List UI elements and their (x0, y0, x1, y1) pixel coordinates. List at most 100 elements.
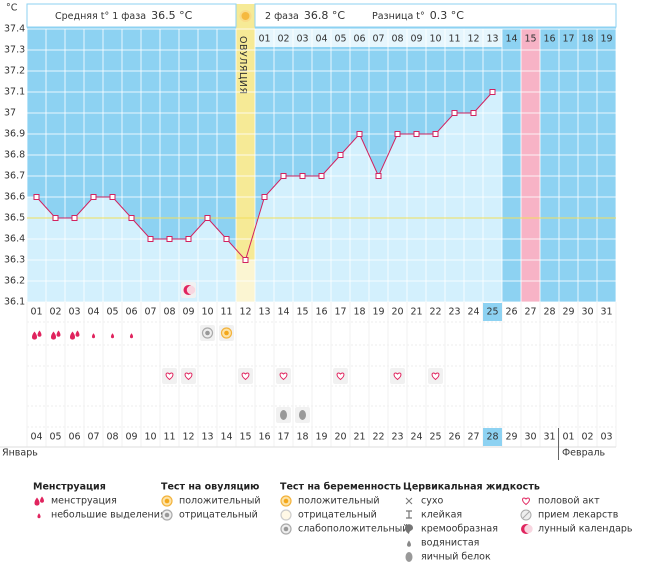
date-label: 26 (448, 432, 460, 443)
date-label: 07 (87, 432, 99, 443)
x-tick-label: 04 (87, 307, 99, 318)
x-tick-label: 21 (410, 307, 422, 318)
date-label: 04 (30, 432, 42, 443)
date-label: 06 (68, 432, 80, 443)
phase2-day-label: 12 (467, 34, 479, 45)
date-label: 13 (201, 432, 213, 443)
temperature-point (356, 131, 363, 137)
legend-icon (405, 524, 413, 534)
legend-icon (37, 513, 41, 519)
x-tick-label: 24 (467, 307, 479, 318)
test-core (205, 330, 210, 336)
legend-item: положительный (298, 496, 380, 507)
creamy (405, 524, 413, 534)
date-label: 10 (144, 432, 156, 443)
temperature-point (451, 110, 458, 116)
temperature-point (375, 173, 382, 179)
x-tick-label: 05 (106, 307, 118, 318)
legend-icon (280, 523, 292, 535)
phase2-day-label: 09 (410, 34, 422, 45)
ovulation-icon (239, 10, 252, 22)
difference-label: Разница t° (372, 11, 425, 22)
phase2-day-label: 14 (505, 34, 517, 45)
phase2-day-label: 06 (353, 34, 365, 45)
ovulation-label: ОВУЛЯЦИЯ (237, 36, 248, 95)
legend-icon (34, 496, 44, 506)
x-tick-label: 29 (562, 307, 574, 318)
difference-value: 0.3 °C (430, 9, 464, 22)
x-tick-label: 19 (372, 307, 384, 318)
temperature-point (71, 215, 78, 221)
legend-title: Тест на беременность (280, 482, 401, 493)
legend-icon (161, 509, 173, 521)
temperature-point (318, 173, 325, 179)
date-label: 31 (543, 432, 555, 443)
date-label: 15 (239, 432, 251, 443)
temperature-point (299, 173, 306, 179)
event-intercourse (279, 372, 288, 381)
temperature-point (470, 110, 477, 116)
phase2-day-label: 17 (562, 34, 574, 45)
phase2-day-label: 08 (391, 34, 403, 45)
legend-icon (280, 495, 292, 507)
phase2-day-label: 19 (600, 34, 612, 45)
date-label: 21 (353, 432, 365, 443)
y-tick-label: 37.2 (4, 66, 25, 77)
legend-item: клейкая (421, 510, 462, 521)
x-tick-label: 01 (30, 307, 42, 318)
y-tick-label: 36.1 (4, 297, 25, 308)
x-tick-label: 02 (49, 307, 61, 318)
temperature-point (185, 236, 192, 242)
legend-item: половой акт (538, 496, 600, 507)
event-ovulation-test-positive (220, 327, 233, 339)
date-label: 12 (182, 432, 194, 443)
temperature-point (432, 131, 439, 137)
y-tick-label: 36.2 (4, 276, 25, 287)
x-tick-label: 06 (125, 307, 137, 318)
date-label: 09 (125, 432, 137, 443)
test-core (164, 498, 170, 504)
egg-white (280, 410, 287, 420)
dry (405, 497, 413, 505)
phase2-row (255, 29, 502, 47)
y-tick-label: 37 (4, 108, 16, 119)
date-label: 23 (391, 432, 403, 443)
legend-icon (280, 509, 292, 521)
x-tick-label: 03 (68, 307, 80, 318)
event-egg-white (299, 410, 306, 420)
drop (37, 330, 42, 337)
date-label: 08 (106, 432, 118, 443)
heart (431, 372, 440, 381)
x-tick-label: 08 (163, 307, 175, 318)
x-tick-label: 07 (144, 307, 156, 318)
heart (184, 372, 193, 381)
event-intercourse (165, 372, 174, 381)
drop (34, 497, 40, 506)
sticky (406, 510, 412, 519)
legend-item: менструация (51, 496, 117, 507)
phase1-label: Средняя t° 1 фаза (55, 11, 146, 22)
temperature-point (109, 194, 116, 200)
drop (110, 333, 115, 339)
x-tick-label: 22 (429, 307, 441, 318)
legend-item: отрицательный (298, 510, 377, 521)
event-menstruation (31, 330, 42, 340)
phase2-value: 36.8 °C (304, 9, 345, 22)
phase2-day-label: 11 (448, 34, 460, 45)
date-label: 03 (600, 432, 612, 443)
test-core (164, 512, 170, 518)
heart (241, 372, 250, 381)
temperature-point (128, 215, 135, 221)
phase2-day-label: 18 (581, 34, 593, 45)
ovulation-column (236, 4, 255, 260)
legend-title: Цервикальная жидкость (403, 482, 540, 493)
egg-white (299, 410, 306, 420)
temperature-difference: Разница t° 0.3 °C (372, 9, 464, 22)
x-tick-label: 18 (353, 307, 365, 318)
date-label: 16 (258, 432, 270, 443)
date-label: 20 (334, 432, 346, 443)
x-tick-label: 28 (543, 307, 555, 318)
test-core (283, 526, 289, 532)
phase2-day-label: 07 (372, 34, 384, 45)
legend-item: положительный (179, 496, 261, 507)
